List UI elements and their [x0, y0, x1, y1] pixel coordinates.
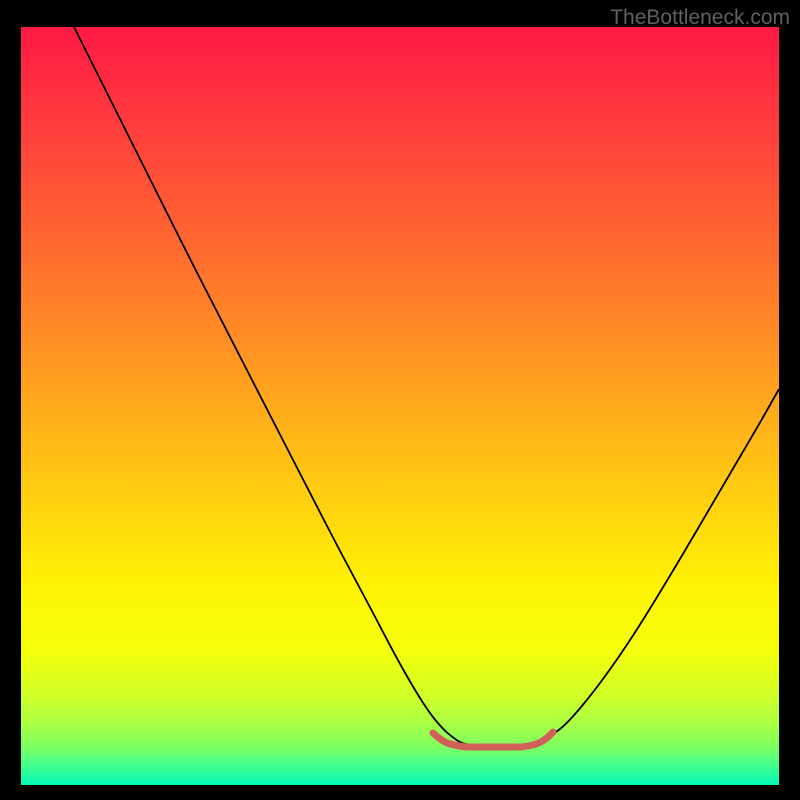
chart-plot-area	[21, 27, 779, 785]
chart-svg	[21, 27, 779, 785]
watermark-text: TheBottleneck.com	[610, 6, 790, 30]
gradient-background	[21, 27, 779, 785]
